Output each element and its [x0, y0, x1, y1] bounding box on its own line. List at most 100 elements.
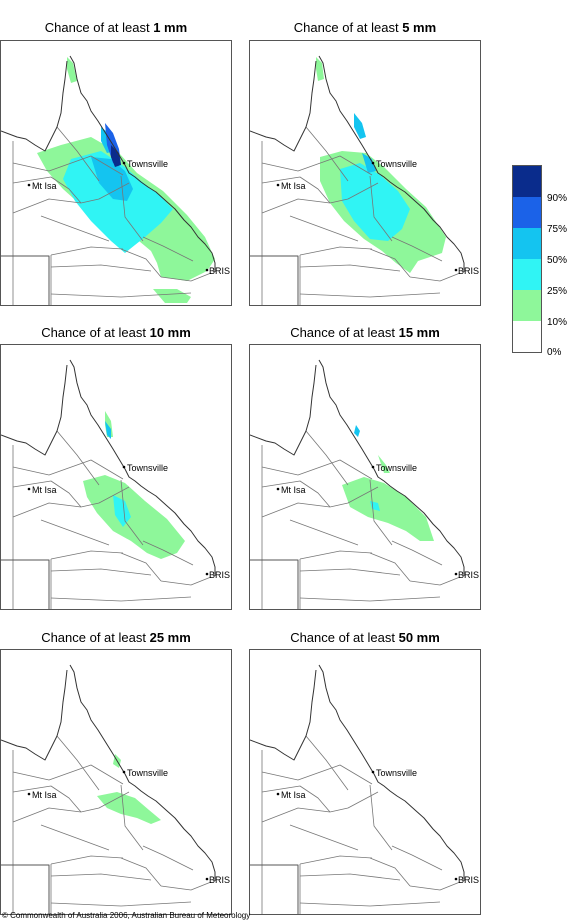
- district-boundary: [299, 292, 441, 298]
- map-title-5mm: Chance of at least 5 mm: [293, 20, 437, 35]
- mt-isa-dot: [276, 183, 280, 187]
- coastline: [318, 359, 465, 576]
- coastline: [69, 664, 216, 881]
- district-boundary: [299, 246, 373, 256]
- legend-label-25: 25%: [547, 286, 568, 297]
- district-boundary: [305, 126, 349, 182]
- district-boundary: [369, 857, 411, 887]
- brisbane-label: BRIS: [458, 266, 479, 276]
- probability-region-p50: [354, 113, 366, 139]
- brisbane-label: BRIS: [458, 570, 479, 580]
- map-svg: Townsville Mt Isa BRIS: [1, 55, 230, 305]
- district-boundary: [120, 479, 144, 546]
- district-boundary: [329, 486, 379, 508]
- district-boundary: [56, 430, 100, 486]
- district-boundary: [261, 155, 373, 176]
- probability-region-p10: [67, 57, 77, 83]
- legend-label-50: 50%: [547, 255, 568, 266]
- legend-label-90: 90%: [547, 193, 568, 204]
- probability-region-p25: [340, 163, 410, 241]
- legend-swatch-10: [513, 290, 541, 321]
- district-boundary: [40, 215, 110, 242]
- district-boundary: [299, 901, 441, 907]
- district-boundary: [12, 480, 82, 508]
- probability-region-p10: [316, 57, 324, 81]
- district-boundary: [329, 791, 379, 813]
- brisbane-dot: [205, 877, 209, 881]
- district-boundary: [289, 824, 359, 851]
- map-svg: Townsville Mt Isa BRIS: [1, 359, 230, 609]
- district-boundary: [50, 873, 152, 881]
- district-boundary: [391, 236, 443, 262]
- mt-isa-label: Mt Isa: [32, 485, 57, 495]
- district-boundary: [299, 873, 401, 881]
- townsville-dot: [122, 770, 126, 774]
- legend-label-0: 0%: [547, 347, 562, 358]
- district-boundary: [80, 486, 130, 508]
- inset-box: [1, 255, 50, 305]
- district-boundary: [261, 785, 331, 813]
- district-boundary: [50, 550, 124, 560]
- district-boundary: [369, 248, 411, 278]
- district-boundary: [142, 236, 194, 262]
- district-boundary: [12, 155, 124, 176]
- district-boundary: [369, 552, 411, 582]
- map-svg: Townsville Mt Isa BRIS: [250, 359, 479, 609]
- map-title-50mm: Chance of at least 50 mm: [290, 630, 440, 645]
- gulf-coastline: [250, 364, 317, 456]
- district-boundary: [261, 459, 373, 480]
- district-boundary: [369, 784, 393, 851]
- townsville-label: Townsville: [127, 768, 168, 778]
- legend-colorbar: [512, 165, 542, 353]
- mt-isa-label: Mt Isa: [32, 181, 57, 191]
- townsville-dot: [371, 465, 375, 469]
- probability-region-p50: [105, 421, 111, 439]
- legend-swatch-50: [513, 228, 541, 259]
- district-boundary: [12, 198, 82, 214]
- legend-label-75: 75%: [547, 224, 568, 235]
- townsville-label: Townsville: [376, 159, 417, 169]
- district-boundary: [120, 784, 144, 851]
- gulf-coastline: [250, 669, 317, 761]
- copyright-notice: © Commonwealth of Australia 2006, Austra…: [2, 911, 251, 920]
- probability-region-p10: [83, 475, 185, 559]
- mt-isa-dot: [276, 487, 280, 491]
- district-boundary: [50, 855, 124, 865]
- gulf-coastline: [250, 60, 317, 152]
- map-title-1mm: Chance of at least 1 mm: [44, 20, 188, 35]
- district-boundary: [369, 175, 393, 242]
- district-boundary: [299, 596, 441, 602]
- coastline: [318, 55, 465, 272]
- townsville-dot: [371, 770, 375, 774]
- inset-box: [1, 559, 50, 609]
- inset-box: [250, 864, 299, 914]
- district-boundary: [50, 292, 192, 298]
- district-boundary: [299, 855, 373, 865]
- district-boundary: [56, 126, 100, 182]
- district-boundary: [120, 175, 144, 242]
- probability-region-p10: [342, 477, 434, 541]
- district-boundary: [391, 540, 443, 566]
- brisbane-dot: [454, 877, 458, 881]
- district-boundary: [261, 502, 331, 518]
- map-title-25mm: Chance of at least 25 mm: [41, 630, 191, 645]
- townsville-dot: [122, 161, 126, 165]
- mt-isa-dot: [27, 487, 31, 491]
- brisbane-dot: [205, 572, 209, 576]
- townsville-label: Townsville: [127, 159, 168, 169]
- district-boundary: [329, 182, 379, 204]
- district-boundary: [40, 824, 110, 851]
- probability-region-p10: [97, 792, 161, 824]
- district-boundary: [289, 519, 359, 546]
- legend-swatch-75: [513, 197, 541, 228]
- coastline: [69, 55, 216, 272]
- coastline: [69, 359, 216, 576]
- map-panel-10mm: Townsville Mt Isa BRIS: [0, 344, 232, 610]
- mt-isa-dot: [27, 792, 31, 796]
- mt-isa-dot: [276, 792, 280, 796]
- brisbane-label: BRIS: [209, 875, 230, 885]
- district-boundary: [12, 459, 124, 480]
- probability-region-p10: [153, 289, 191, 303]
- townsville-dot: [122, 465, 126, 469]
- district-boundary: [12, 764, 124, 785]
